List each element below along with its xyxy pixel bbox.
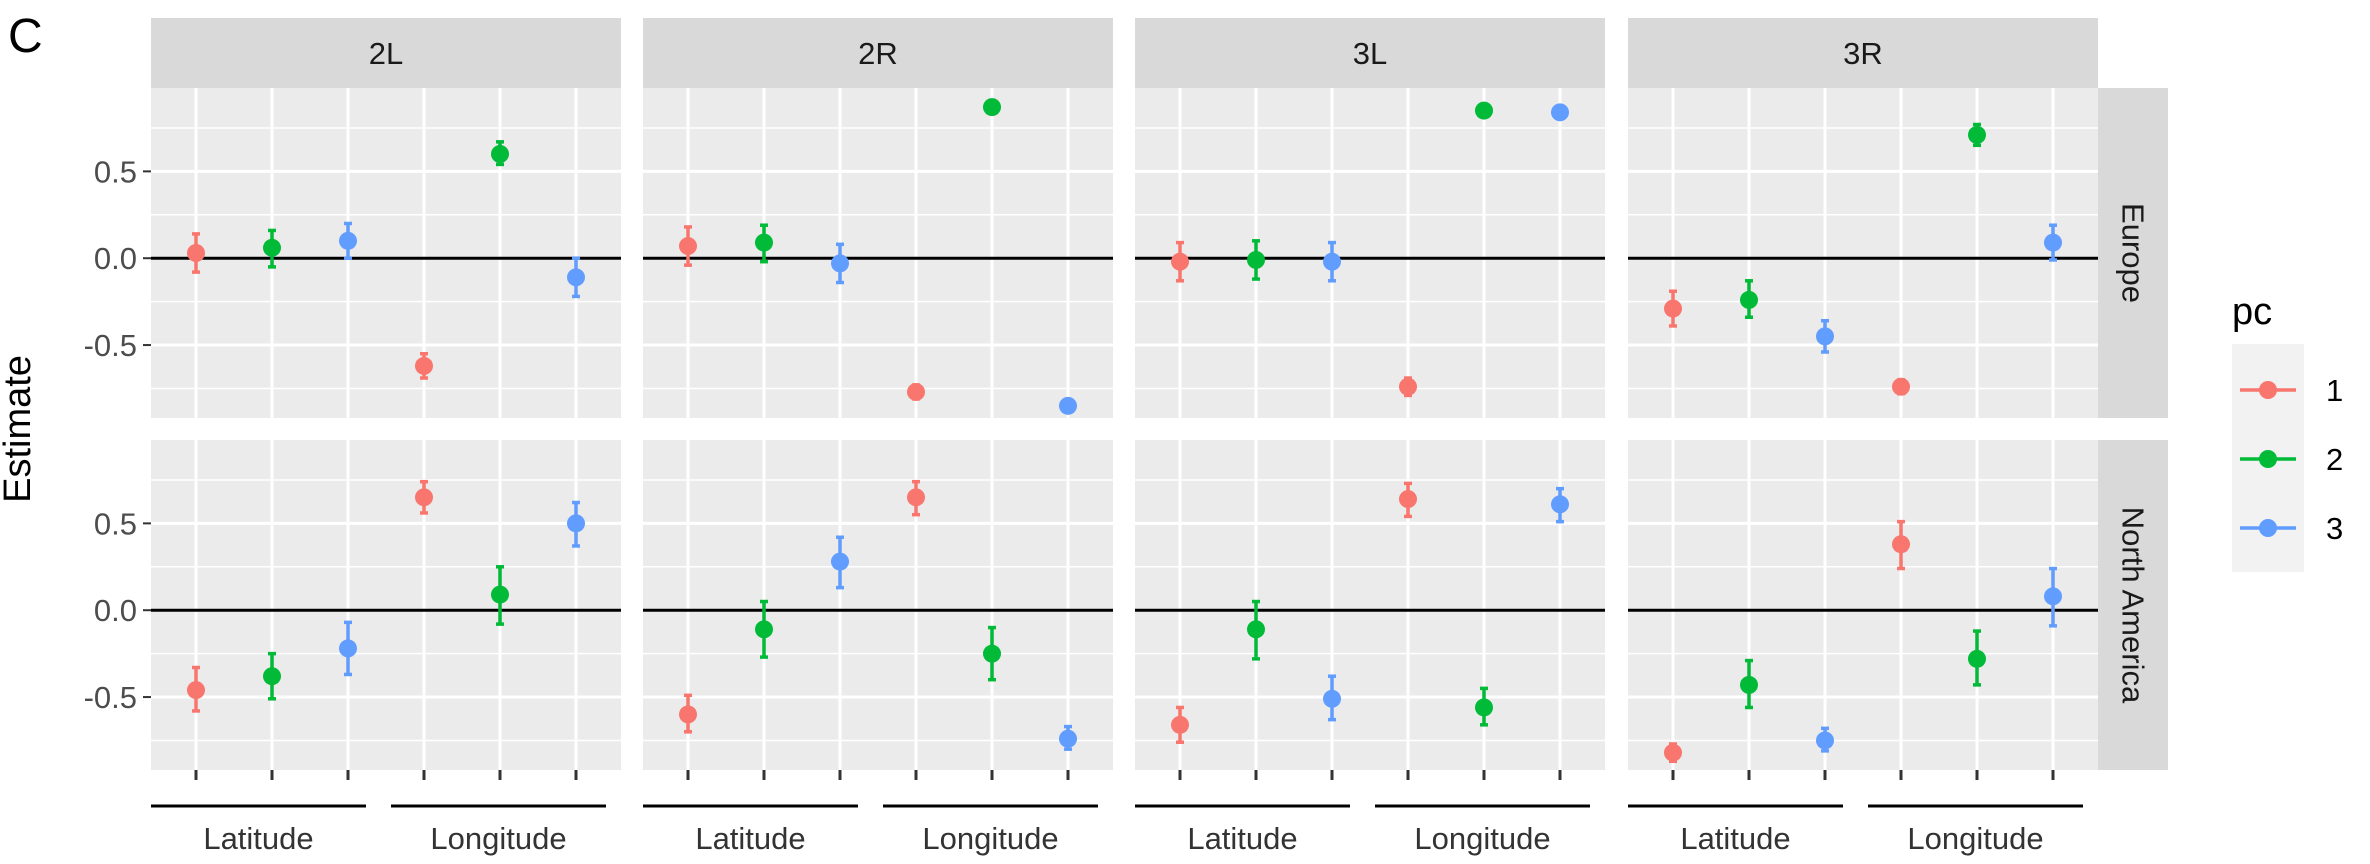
legend-entry-label: 1 [2326,373,2343,408]
data-point [1551,103,1569,122]
data-point [2044,587,2062,606]
data-point [1551,495,1569,514]
data-point [679,705,697,724]
panel-background [1628,440,2098,770]
column-strip-label: 2R [858,36,898,71]
data-point [831,254,849,273]
data-point [983,644,1001,663]
data-point [907,488,925,507]
data-point [1475,698,1493,717]
row-strip-label: North America [2116,507,2151,704]
data-point [567,514,585,533]
data-point [1892,377,1910,396]
panel-background [1135,440,1605,770]
data-point [1892,535,1910,554]
y-tick-label: -0.5 [84,680,137,715]
y-tick-label: -0.5 [84,328,137,363]
panel-background [1135,88,1605,418]
legend-entry-label: 3 [2326,511,2343,546]
data-point [415,488,433,507]
legend-key-point [2259,450,2277,468]
legend-key-point [2259,519,2277,537]
data-point [1664,743,1682,762]
column-strip-2R [643,18,1113,88]
data-point [755,620,773,639]
data-point [1968,125,1986,144]
data-point [983,98,1001,117]
y-tick-label: 0.0 [94,241,137,276]
data-point [755,233,773,252]
data-point [1323,689,1341,708]
data-point [1740,290,1758,309]
data-point [907,382,925,401]
x-group-label: Longitude [1414,821,1550,856]
data-point [1171,252,1189,271]
data-point [339,231,357,250]
data-point [263,667,281,686]
x-group-label: Latitude [203,821,313,856]
panel-background [1628,88,2098,418]
data-point [1171,715,1189,734]
row-strip-north-america [2098,440,2168,770]
data-point [1059,396,1077,415]
data-point [1247,250,1265,269]
column-strip-2L [151,18,621,88]
x-group-label: Latitude [1187,821,1297,856]
row-strip-europe [2098,88,2168,418]
data-point [491,585,509,604]
data-point [415,356,433,375]
column-strip-3L [1135,18,1605,88]
data-point [1399,490,1417,509]
data-point [1968,649,1986,668]
data-point [567,268,585,287]
data-point [263,238,281,257]
panel-background [643,88,1113,418]
data-point [187,244,205,262]
panel-background [151,440,621,770]
column-strip-label: 3R [1843,36,1883,71]
legend-entry-label: 2 [2326,442,2343,477]
x-group-label: Longitude [922,821,1058,856]
data-point [1475,101,1493,120]
data-point [1323,252,1341,271]
row-strip-label: Europe [2116,203,2151,303]
panel-background [643,440,1113,770]
legend-title: pc [2232,291,2272,333]
x-group-label: Latitude [695,821,805,856]
column-strip-label: 2L [369,36,403,71]
x-group-label: Latitude [1680,821,1790,856]
column-strip-label: 3L [1353,36,1387,71]
data-point [187,681,205,700]
y-axis-title: Estimate [0,355,39,503]
legend-key-point [2259,381,2277,399]
data-point [1664,299,1682,318]
data-point [831,552,849,571]
data-point [1740,675,1758,694]
data-point [679,237,697,256]
data-point [1816,327,1834,346]
data-point [339,639,357,658]
panel-letter: C [8,10,43,63]
data-point [1399,377,1417,396]
panel-background [151,88,621,418]
data-point [2044,233,2062,252]
column-strip-3R [1628,18,2098,88]
data-point [491,145,509,163]
y-tick-label: 0.0 [94,593,137,628]
data-point [1059,729,1077,748]
x-group-label: Longitude [1907,821,2043,856]
data-point [1816,731,1834,750]
x-group-label: Longitude [430,821,566,856]
y-tick-label: 0.5 [94,154,137,189]
y-tick-label: 0.5 [94,506,137,541]
data-point [1247,620,1265,639]
